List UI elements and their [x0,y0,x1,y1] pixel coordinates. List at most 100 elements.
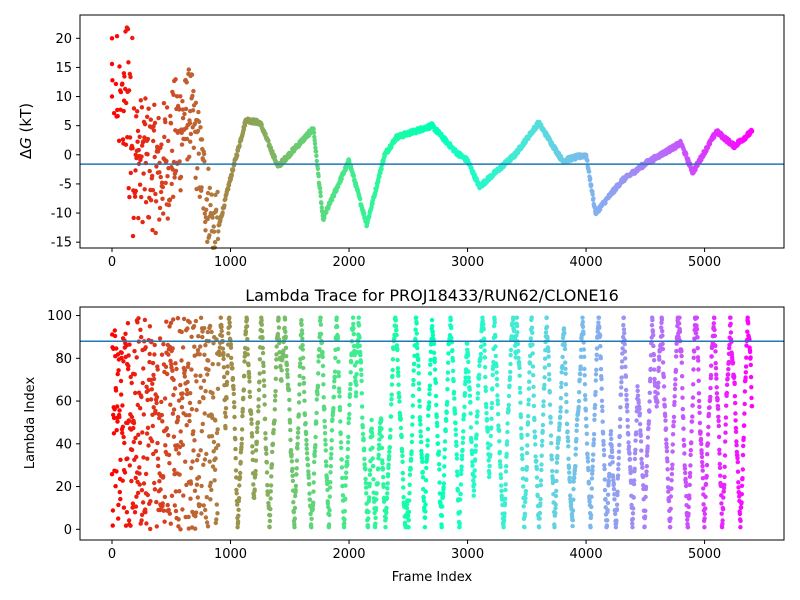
delta-g-point [312,134,317,140]
lambda-point [600,419,605,424]
lambda-point [170,411,176,416]
lambda-point [148,526,153,532]
lambda-point [289,452,294,457]
lambda-point [339,465,345,470]
lambda-point [740,452,746,458]
lambda-point [359,391,364,396]
lambda-point [142,317,148,323]
lambda-point [302,389,307,395]
delta-g-point [216,229,221,234]
lambda-point [238,459,243,465]
lambda-point [213,456,218,461]
lambda-point [434,414,439,419]
lambda-point [616,455,621,461]
lambda-point [390,367,395,373]
lambda-point [682,466,688,471]
lambda-point [484,416,490,422]
lambda-point [580,319,585,325]
lambda-point [201,503,206,508]
delta-g-point [346,158,352,163]
delta-g-point [190,93,195,99]
lambda-point [231,386,236,392]
lambda-point [311,500,316,505]
delta-g-y-tick-label: 10 [55,90,72,105]
lambda-point [134,355,139,360]
lambda-point [384,495,390,501]
delta-g-point [163,119,168,125]
lambda-point [305,457,310,462]
lambda-point [598,356,603,361]
lambda-point [283,334,288,339]
lambda-point [119,355,124,361]
lambda-point [454,439,459,445]
lambda-point [734,443,739,448]
lambda-point [327,494,332,499]
lambda-point [427,392,432,397]
lambda-point [700,460,705,465]
lambda-point [691,355,696,360]
lambda-point [643,508,648,513]
delta-g-point [316,173,321,179]
lambda-point [662,397,667,402]
lambda-point [117,408,122,413]
lambda-point [733,411,738,416]
lambda-x-tick-label: 3000 [451,547,484,562]
delta-g-point [111,111,117,116]
lambda-point [177,472,182,477]
lambda-point [203,389,208,394]
lambda-point [351,326,356,331]
lambda-point [300,355,306,360]
delta-g-point [226,187,231,192]
lambda-point [267,525,272,530]
lambda-point [420,459,425,464]
lambda-point [113,388,119,393]
lambda-point [576,398,582,404]
lambda-point [187,413,192,418]
lambda-point [208,480,213,485]
lambda-point [550,468,555,474]
delta-g-point [130,35,135,41]
lambda-point [328,470,333,475]
lambda-point [262,402,267,407]
delta-g-y-tick-label: 5 [64,119,72,134]
lambda-point [696,391,702,396]
lambda-point [118,457,123,462]
lambda-point [423,509,428,514]
lambda-point [171,392,176,398]
lambda-point [691,367,696,372]
lambda-point [339,457,344,462]
lambda-point [446,351,451,356]
lambda-point [723,415,729,420]
lambda-point [689,419,695,424]
lambda-point [156,463,161,469]
lambda-point [116,516,121,521]
lambda-point [542,375,547,380]
lambda-point [526,386,532,391]
delta-g-point [465,158,470,163]
delta-g-point [164,105,170,110]
lambda-point [546,372,552,377]
lambda-point [114,469,119,474]
lambda-point [558,405,563,410]
lambda-point [398,425,404,431]
delta-g-point [207,185,212,191]
lambda-point [148,397,154,402]
lambda-point [119,392,124,397]
lambda-x-ticks: 0 1000 2000 3000 4000 5000 [108,540,721,562]
lambda-point [335,346,341,352]
lambda-point [589,476,595,481]
lambda-point [268,483,274,488]
lambda-point [714,385,719,390]
lambda-point [162,519,167,524]
lambda-point [466,379,472,384]
lambda-point [303,431,309,437]
lambda-point [454,456,460,461]
lambda-point [132,510,138,515]
lambda-point [404,505,410,511]
lambda-point [697,410,702,415]
delta-g-point [379,166,384,172]
delta-g-point [364,222,369,227]
delta-g-point [197,194,202,199]
delta-g-y-label-prefix: Δ [17,148,35,159]
lambda-point [381,474,386,480]
